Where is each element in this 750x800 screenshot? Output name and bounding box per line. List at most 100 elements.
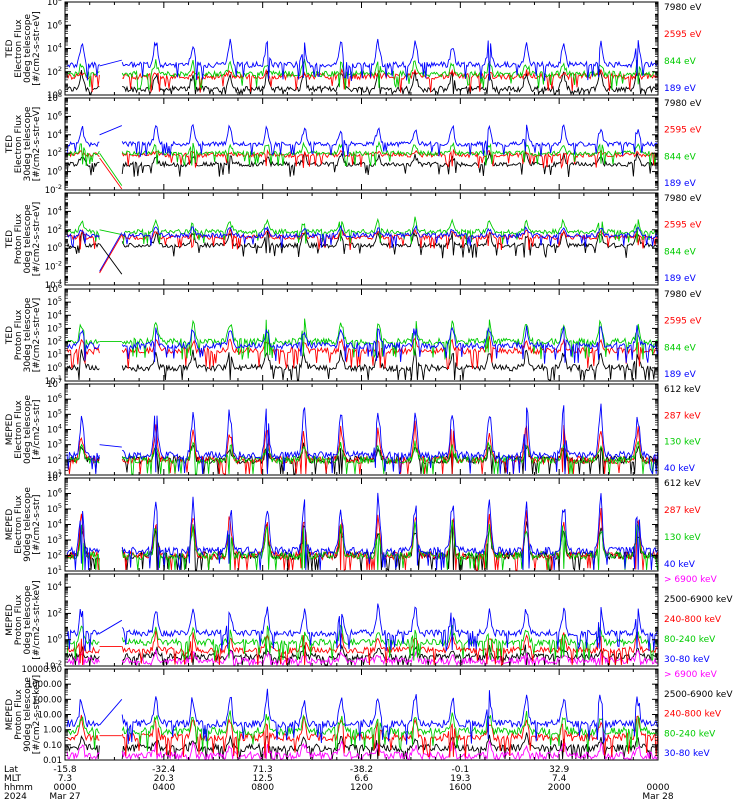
x-column-hhmm: 1600 [449, 783, 472, 793]
flux-trace [66, 744, 100, 760]
flux-trace [66, 699, 100, 728]
y-tick-label: 101 [47, 348, 62, 361]
flux-trace [66, 338, 100, 369]
legend-entry: 80-240 keV [664, 635, 716, 645]
y-axis-label-line: Electron Flux [14, 114, 24, 173]
y-tick-label: 102 [47, 549, 62, 562]
y-tick-exponent: 8 [58, 0, 62, 3]
flux-trace [66, 329, 100, 361]
y-tick-exponent: 3 [58, 321, 62, 329]
y-tick-exponent: 2 [58, 65, 62, 73]
legend-entry: 189 eV [664, 274, 697, 284]
y-axis-label-line: MEPED [5, 509, 15, 541]
gap-interpolation-line [99, 229, 122, 236]
y-tick-exponent: 7 [58, 377, 62, 385]
legend-entry: 2500-6900 keV [664, 690, 733, 700]
y-tick-label: 101 [47, 468, 62, 481]
y-tick-base: 10 [47, 298, 58, 308]
y-tick-label: 1000.00 [27, 680, 62, 690]
y-axis-label-line: [#/cm2-s-str-eV] [32, 107, 42, 182]
y-axis-label-line: 90deg telescope [23, 487, 33, 562]
legend-entry: 40 keV [664, 464, 696, 474]
y-tick-base: 10 [47, 609, 58, 619]
panel-8: 0.01 0.10 1.00 10.00 100.00 1000.00 10000.00 ME… [5, 665, 733, 766]
y-tick-label: 104 [47, 128, 62, 141]
y-tick-label: 102 [47, 146, 62, 159]
y-tick-base: 10 [47, 149, 58, 159]
y-tick-label: 100.00 [32, 695, 62, 705]
flux-trace [66, 229, 100, 248]
y-tick-exponent: -2 [56, 659, 62, 667]
legend-entry: 130 keV [664, 438, 701, 448]
y-tick-exponent: 5 [58, 407, 62, 415]
x-column-hhmm: 0800 [251, 783, 274, 793]
legend-entry: 844 eV [664, 57, 697, 67]
x-row-label: 2024 [4, 792, 27, 800]
y-tick-exponent: 4 [58, 518, 62, 526]
gap-interpolation-line [99, 444, 122, 448]
y-tick-exponent: 3 [58, 533, 62, 541]
y-tick-exponent: 7 [58, 471, 62, 479]
x-column-mlt: 20.3 [154, 774, 174, 784]
y-tick-label: 106 [47, 392, 62, 405]
y-axis-label-line: [#/cm2-s-str-eV] [32, 11, 42, 86]
flux-trace [121, 603, 658, 652]
y-tick-label: 100 [47, 88, 62, 101]
y-axis-label-line: Electron Flux [14, 400, 24, 459]
x-column-date: Mar 28 [642, 792, 674, 800]
y-tick-base: 10 [47, 91, 58, 101]
y-tick-exponent: -2 [56, 260, 62, 268]
legend-entry: 7980 eV [664, 99, 702, 109]
y-tick-base: 10 [47, 441, 58, 451]
gap-interpolation-line [99, 152, 123, 186]
x-column-date: Mar 27 [49, 792, 80, 800]
x-column-lat: 32.9 [549, 765, 569, 775]
gap-interpolation-line [99, 125, 123, 136]
y-axis-label-line: TED [5, 135, 15, 154]
plot-area [66, 38, 658, 95]
y-axis-label-line: TED [5, 230, 15, 249]
x-column-hhmm: 0000 [647, 783, 670, 793]
y-axis-label-line: 0deg telescope [23, 14, 33, 84]
y-tick-exponent: 6 [58, 109, 62, 117]
plot-area [66, 123, 658, 190]
flux-trace [121, 420, 658, 475]
y-tick-exponent: 4 [58, 42, 62, 50]
flux-trace [66, 609, 100, 652]
plot-area [66, 492, 658, 571]
x-column-lat: -32.4 [152, 765, 176, 775]
y-tick-label: 102 [47, 65, 62, 78]
y-axis-label-line: 90deg telescope [23, 677, 33, 752]
legend-entry: 2595 eV [664, 30, 702, 40]
legend-entry: 612 keV [664, 385, 701, 395]
y-tick-base: 10 [47, 324, 58, 334]
y-tick-base: 10 [47, 112, 58, 122]
y-tick-label: 1.00 [43, 726, 62, 736]
flux-trace [66, 735, 100, 760]
flux-trace [122, 68, 658, 93]
y-tick-exponent: 6 [58, 392, 62, 400]
y-tick-label: 108 [47, 0, 62, 8]
y-tick-base: 10 [47, 426, 58, 436]
flux-trace [121, 649, 658, 666]
flux-trace [66, 716, 100, 750]
y-axis-label-line: Electron Flux [14, 19, 24, 78]
flux-trace [66, 510, 100, 571]
y-tick-base: 10 [47, 207, 58, 217]
y-axis-label-line: Proton Flux [14, 689, 24, 740]
y-tick-base: 10 [47, 505, 58, 515]
flux-trace [121, 715, 658, 759]
y-tick-exponent: 1 [58, 468, 62, 476]
legend-entry: 130 keV [664, 533, 701, 543]
flux-trace [121, 325, 658, 364]
flux-trace [66, 323, 100, 354]
y-axis-label-line: 0deg telescope [23, 395, 33, 465]
y-tick-base: 10 [45, 281, 56, 291]
y-tick-label: 108 [47, 91, 62, 104]
y-tick-exponent: 2 [58, 146, 62, 154]
flux-trace [122, 216, 658, 245]
y-tick-label: 107 [47, 471, 62, 484]
y-tick-base: 10 [47, 636, 58, 646]
